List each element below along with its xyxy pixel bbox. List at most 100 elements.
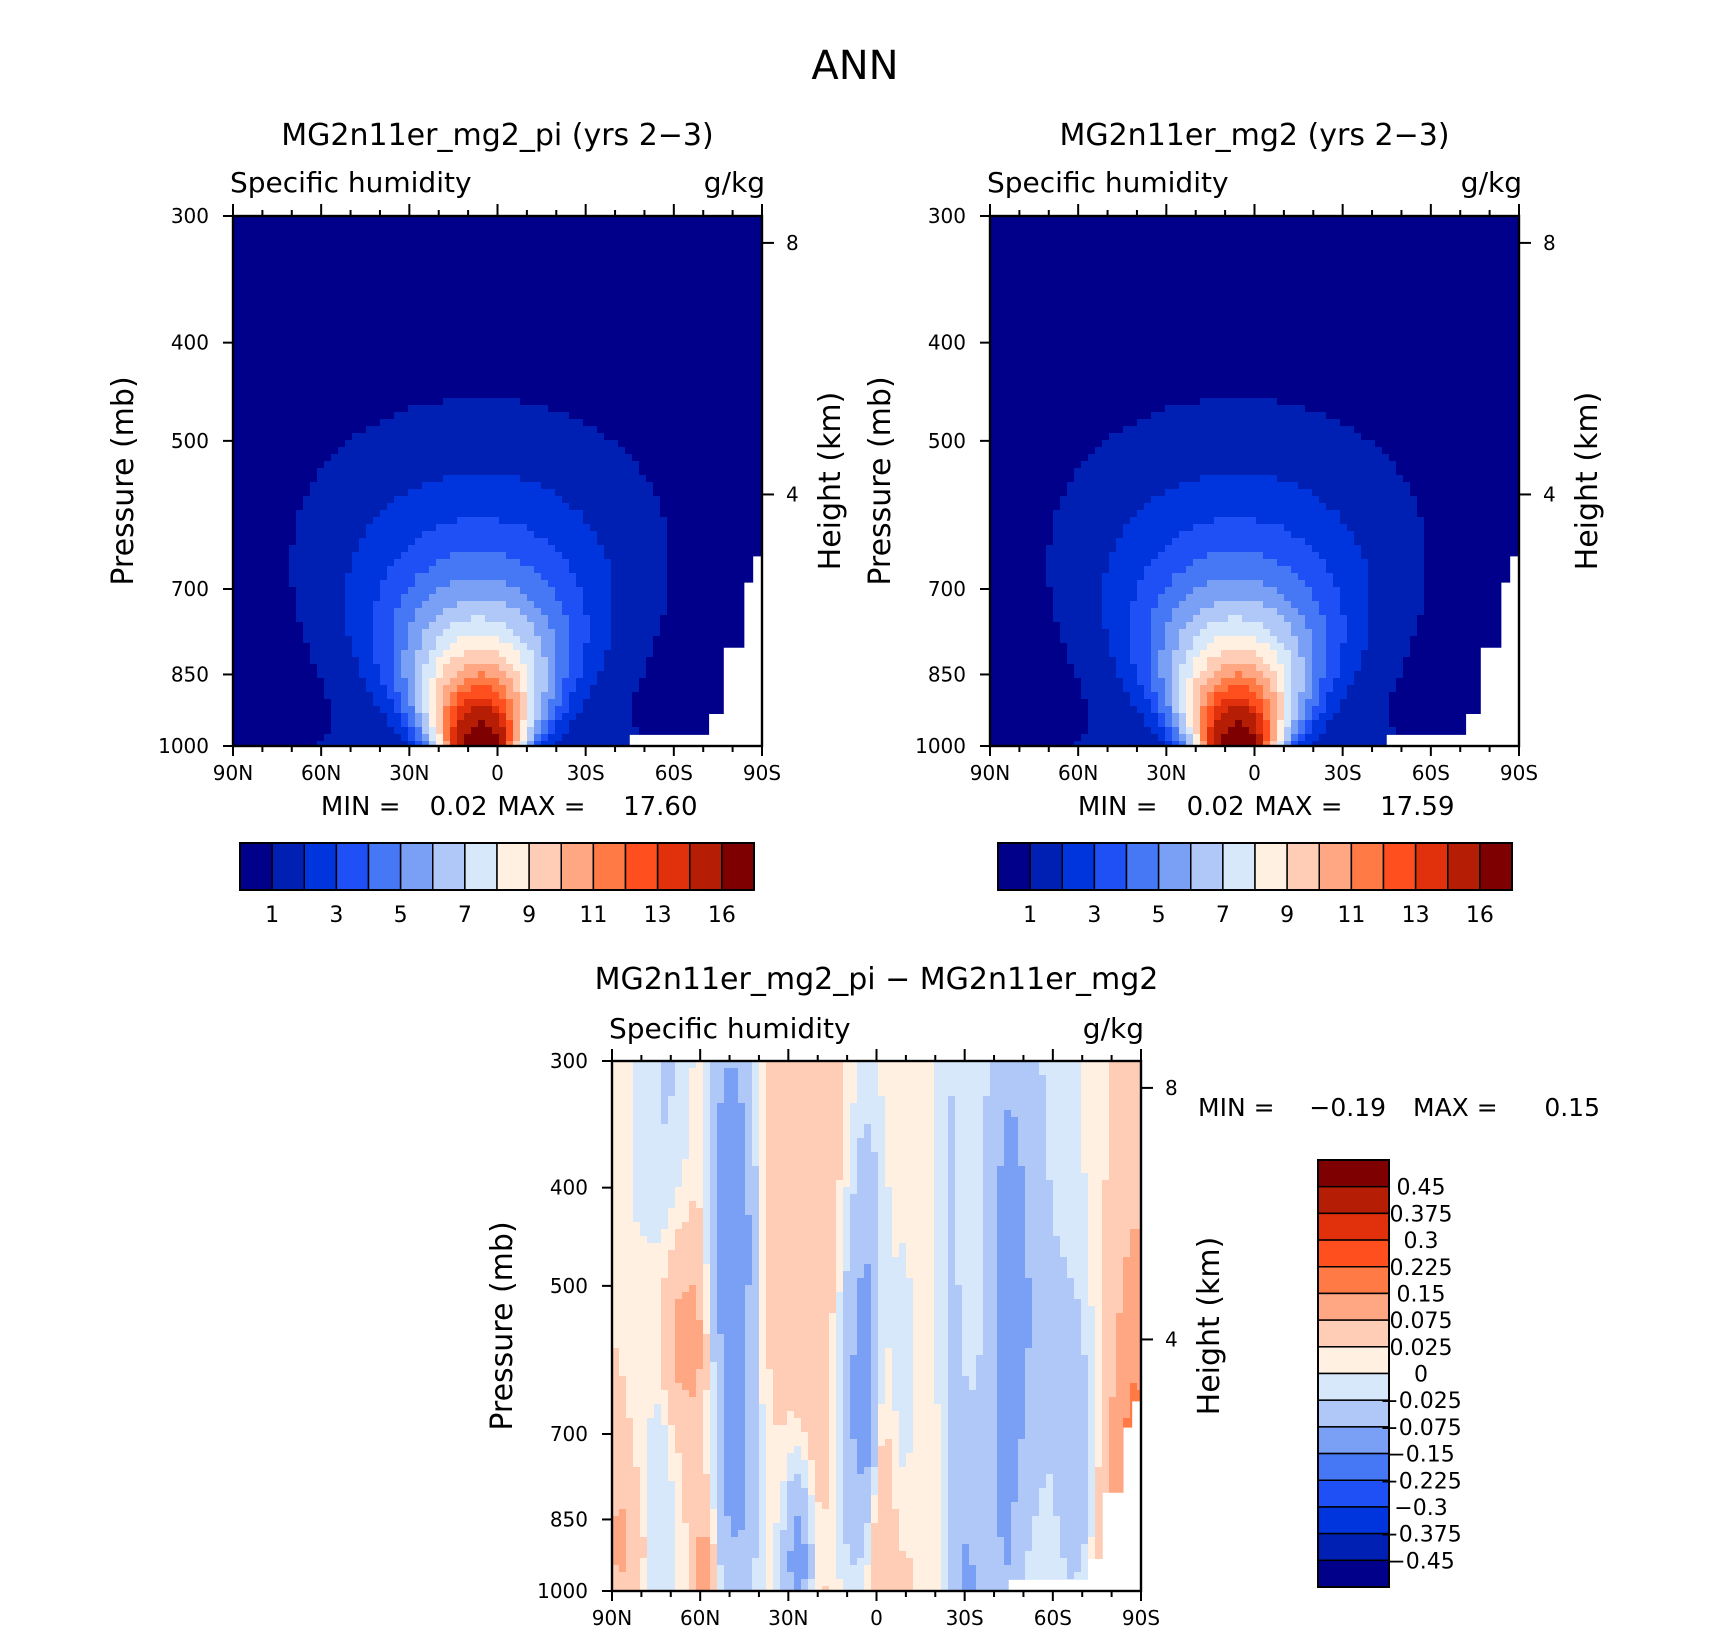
contour-cell	[597, 244, 605, 252]
contour-cell	[618, 573, 626, 581]
contour-cell	[667, 461, 675, 469]
contour-cell	[436, 237, 444, 245]
contour-cell	[513, 517, 521, 525]
contour-cell	[674, 517, 682, 525]
contour-cell	[436, 286, 444, 294]
contour-cell	[240, 356, 248, 364]
contour-cell	[247, 293, 255, 301]
contour-cell	[604, 272, 612, 280]
contour-cell	[254, 321, 262, 329]
contour-cell	[338, 643, 346, 651]
contour-cell	[387, 699, 395, 707]
contour-cell	[541, 251, 549, 259]
contour-cell	[443, 426, 451, 434]
contour-cell	[653, 580, 661, 588]
contour-cell	[401, 545, 409, 553]
contour-cell	[597, 552, 605, 560]
contour-cell	[373, 545, 381, 553]
contour-cell	[590, 720, 598, 728]
contour-cell	[562, 601, 570, 609]
contour-cell	[457, 482, 465, 490]
contour-cell	[604, 454, 612, 462]
contour-cell	[310, 230, 318, 238]
contour-cell	[457, 447, 465, 455]
contour-cell	[345, 237, 353, 245]
contour-cell	[520, 230, 528, 238]
contour-cell	[324, 307, 332, 315]
contour-cell	[611, 545, 619, 553]
contour-cell	[660, 370, 668, 378]
contour-cell	[296, 475, 304, 483]
contour-cell	[394, 279, 402, 287]
contour-cell	[688, 272, 696, 280]
contour-cell	[499, 398, 507, 406]
contour-cell	[394, 552, 402, 560]
contour-cell	[310, 622, 318, 630]
contour-cell	[408, 559, 416, 567]
contour-cell	[569, 615, 577, 623]
contour-cell	[443, 391, 451, 399]
contour-cell	[373, 475, 381, 483]
contour-cell	[352, 433, 360, 441]
contour-cell	[401, 447, 409, 455]
contour-cell	[604, 685, 612, 693]
contour-cell	[646, 545, 654, 553]
contour-cell	[352, 307, 360, 315]
contour-cell	[317, 622, 325, 630]
contour-cell	[499, 643, 507, 651]
contour-cell	[520, 699, 528, 707]
contour-cell	[254, 622, 262, 630]
contour-cell	[275, 615, 283, 623]
contour-cell	[499, 496, 507, 504]
contour-cell	[667, 545, 675, 553]
contour-cell	[590, 643, 598, 651]
contour-cell	[569, 524, 577, 532]
contour-cell	[485, 447, 493, 455]
contour-cell	[464, 503, 472, 511]
contour-cell	[625, 244, 633, 252]
contour-cell	[555, 265, 563, 273]
contour-cell	[275, 699, 283, 707]
contour-cell	[520, 300, 528, 308]
contour-cell	[422, 734, 430, 742]
contour-cell	[464, 321, 472, 329]
contour-cell	[464, 720, 472, 728]
contour-cell	[408, 363, 416, 371]
contour-cell	[422, 286, 430, 294]
contour-cell	[457, 272, 465, 280]
contour-cell	[240, 538, 248, 546]
contour-cell	[422, 370, 430, 378]
contour-cell	[352, 643, 360, 651]
contour-cell	[541, 622, 549, 630]
contour-cell	[422, 489, 430, 497]
contour-cell	[464, 573, 472, 581]
contour-cell	[394, 384, 402, 392]
contour-cell	[415, 706, 423, 714]
contour-cell	[527, 587, 535, 595]
contour-cell	[653, 510, 661, 518]
contour-cell	[261, 671, 269, 679]
contour-cell	[485, 300, 493, 308]
contour-cell	[478, 664, 486, 672]
contour-cell	[513, 503, 521, 511]
contour-cell	[254, 475, 262, 483]
contour-cell	[352, 545, 360, 553]
contour-cell	[681, 664, 689, 672]
contour-cell	[541, 412, 549, 420]
contour-cell	[569, 552, 577, 560]
contour-cell	[604, 335, 612, 343]
contour-cell	[534, 377, 542, 385]
contour-cell	[422, 517, 430, 525]
contour-cell	[660, 342, 668, 350]
contour-cell	[296, 307, 304, 315]
contour-cell	[240, 615, 248, 623]
contour-cell	[345, 384, 353, 392]
contour-cell	[282, 335, 290, 343]
contour-cell	[611, 594, 619, 602]
contour-cell	[282, 657, 290, 665]
contour-cell	[590, 223, 598, 231]
contour-cell	[408, 447, 416, 455]
contour-cell	[611, 734, 619, 742]
contour-cell	[513, 664, 521, 672]
contour-cell	[632, 475, 640, 483]
